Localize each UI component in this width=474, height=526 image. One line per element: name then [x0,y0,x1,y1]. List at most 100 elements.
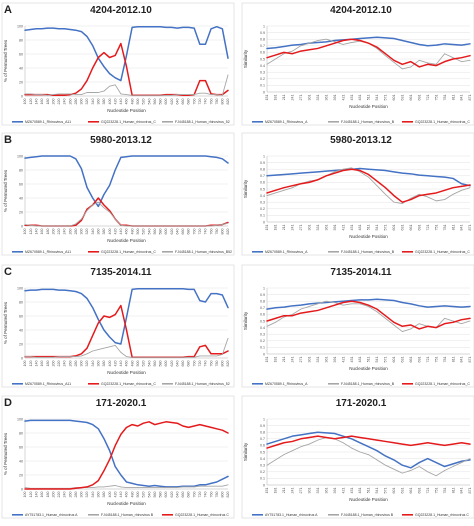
x-tick-label: 220 [57,229,61,235]
data-point [47,356,48,358]
data-point [283,46,285,47]
data-point [469,318,471,319]
x-tick-label: 721 [426,95,430,101]
data-point [148,155,150,157]
data-point [452,58,454,60]
x-tick-label: 271 [299,488,303,494]
data-point [325,175,327,177]
x-tick-label: 540 [147,229,151,235]
data-point [109,459,110,460]
data-point [227,350,229,352]
y-tick-label: 20 [19,473,23,477]
x-tick-label: 760 [209,99,213,105]
data-point [444,189,445,191]
data-point [300,434,302,436]
data-point [41,155,43,157]
data-point [368,304,369,306]
data-point [159,485,161,487]
data-point [385,37,386,39]
data-point [159,288,161,290]
data-point [435,44,437,46]
data-point [435,200,437,202]
data-point [64,28,65,30]
data-point [143,422,144,424]
x-tick-label: 780 [215,229,219,235]
data-point [452,463,454,465]
panel-frame [1,2,235,126]
data-point [58,93,60,95]
data-point [30,93,31,95]
data-point [114,466,116,467]
x-tick-label: 600 [164,99,168,105]
x-tick-label: 640 [175,361,179,367]
y-tick-label: 40 [19,66,23,70]
y-axis-label: Similarity [243,49,248,68]
data-point [97,480,99,481]
data-point [216,353,218,355]
data-point [199,355,201,357]
x-tick-label: 120 [29,361,33,367]
data-point [275,445,276,446]
data-point [24,29,26,31]
data-point [300,308,302,310]
x-tick-label: 260 [68,361,72,367]
series-line [24,421,229,490]
data-point [292,53,293,55]
data-point [120,474,122,476]
y-tick-label: 20 [19,342,23,346]
data-point [292,450,293,452]
data-point [427,471,429,473]
data-point [300,446,302,448]
data-point [114,342,116,343]
y-tick-label: 0.1 [260,84,265,88]
y-tick-label: 0.6 [260,444,265,448]
data-point [35,224,37,226]
data-point [75,94,77,95]
legend-label: AY751783.1_Human_rhinovirus A [25,513,78,517]
data-point [359,168,361,169]
x-tick-label: 820 [226,361,230,367]
data-point [30,356,31,357]
x-tick-label: 361 [324,225,328,231]
data-point [393,38,395,39]
x-tick-label: 511 [367,95,371,101]
data-point [222,478,223,480]
data-point [376,169,378,171]
y-tick-label: 0 [263,352,265,356]
data-point [275,174,276,176]
data-point [120,343,122,345]
data-point [227,476,229,477]
data-point [86,353,88,355]
data-point [435,63,437,65]
x-tick-label: 871 [468,95,472,101]
x-tick-label: 140 [34,99,38,105]
x-tick-label: 241 [291,95,295,101]
x-tick-label: 240 [63,99,67,105]
x-tick-label: 460 [125,492,129,498]
data-point [393,321,395,323]
x-tick-label: 200 [51,361,55,367]
data-point [165,486,167,488]
data-point [193,356,195,357]
data-point [385,170,386,171]
x-tick-label: 481 [358,357,362,363]
data-point [283,189,285,191]
y-tick-label: 60 [19,52,23,56]
data-point [188,94,189,96]
y-tick-label: 40 [19,196,23,200]
data-point [52,94,54,96]
x-axis-label: Nucleotide Position [349,234,388,239]
data-point [461,306,462,308]
data-point [418,193,420,195]
data-point [401,331,403,332]
data-point [376,180,378,182]
x-tick-label: 100 [23,361,27,367]
x-tick-label: 691 [417,488,421,494]
x-tick-label: 520 [142,229,146,235]
data-point [103,470,105,472]
data-point [193,425,195,427]
x-tick-label: 560 [153,229,157,235]
data-point [292,314,293,315]
chart-panel: 7135-2014.11 0 0.1 0.2 0.3 0.4 0.5 0.6 0.7 0.8 0.9… [241,264,474,388]
x-tick-label: 740 [204,361,208,367]
